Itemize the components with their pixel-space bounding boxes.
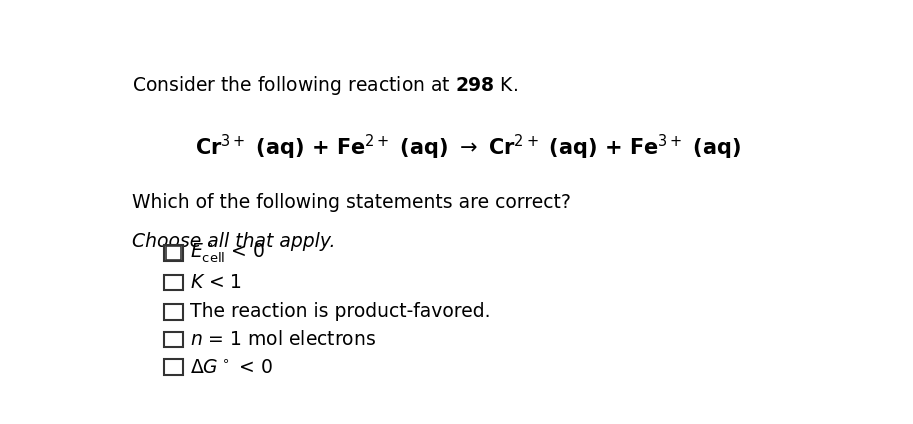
Bar — [163, 304, 184, 320]
Bar — [166, 246, 182, 260]
Bar — [163, 274, 184, 290]
Text: Choose all that apply.: Choose all that apply. — [131, 232, 335, 251]
Text: $E^\circ_\mathrm{cell}$ < 0: $E^\circ_\mathrm{cell}$ < 0 — [190, 241, 265, 265]
Text: $n$ = 1 mol electrons: $n$ = 1 mol electrons — [190, 330, 376, 349]
Text: The reaction is product-favored.: The reaction is product-favored. — [190, 302, 490, 321]
Text: Which of the following statements are correct?: Which of the following statements are co… — [131, 193, 571, 212]
Text: $K$ < 1: $K$ < 1 — [190, 273, 242, 292]
Bar — [163, 332, 184, 347]
Bar — [163, 360, 184, 375]
Text: Cr$^{3+}$ (aq) + Fe$^{2+}$ (aq) $\rightarrow$ Cr$^{2+}$ (aq) + Fe$^{3+}$ (aq): Cr$^{3+}$ (aq) + Fe$^{2+}$ (aq) $\righta… — [194, 132, 741, 162]
Text: Consider the following reaction at $\mathbf{298}$ K.: Consider the following reaction at $\mat… — [131, 74, 518, 97]
Text: $\Delta G^\circ$ < 0: $\Delta G^\circ$ < 0 — [190, 358, 273, 377]
Bar — [163, 245, 184, 261]
